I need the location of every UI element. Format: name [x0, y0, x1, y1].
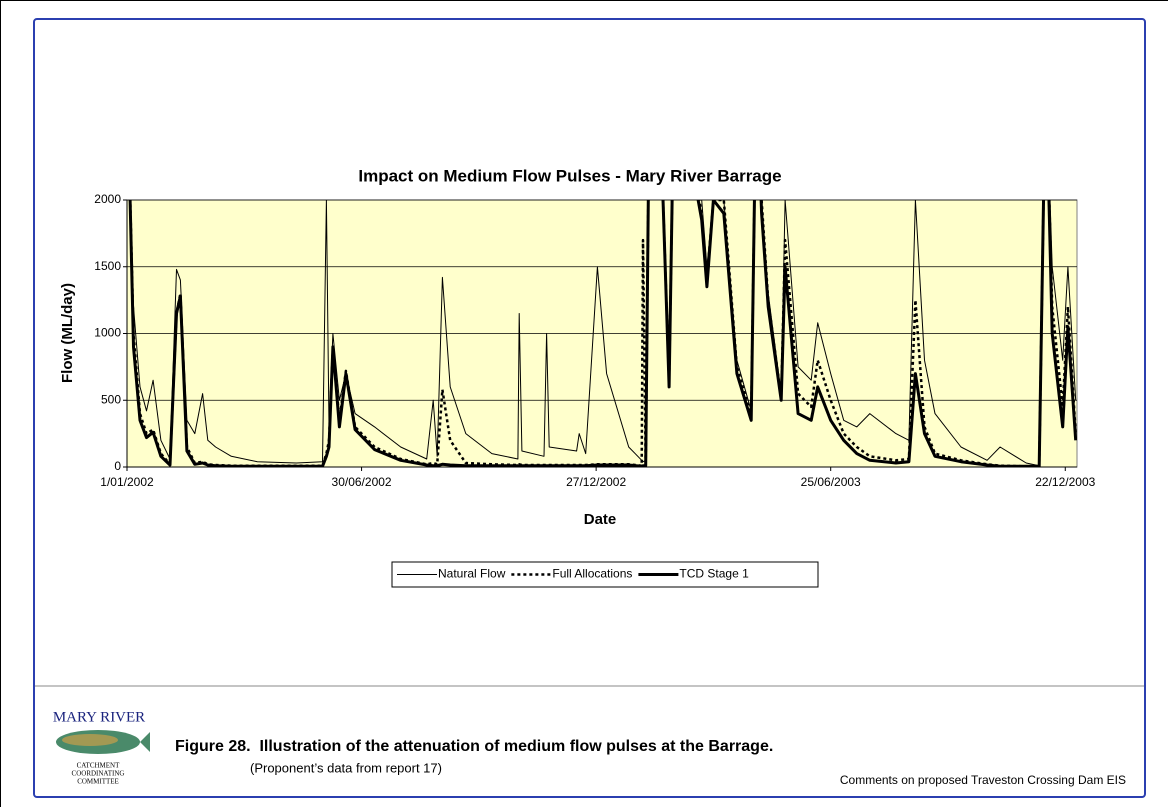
- y-axis-label: Flow (ML/day): [59, 283, 76, 383]
- y-tick-label: 1500: [94, 259, 121, 273]
- logo-title: MARY RIVER: [53, 709, 145, 725]
- caption-source: (Proponent’s data from report 17): [250, 760, 442, 775]
- legend-label: TCD Stage 1: [679, 567, 749, 581]
- x-tick-label: 1/01/2002: [100, 475, 154, 489]
- chart-title: Impact on Medium Flow Pulses - Mary Rive…: [358, 166, 781, 185]
- x-axis-label: Date: [584, 511, 617, 528]
- legend: [391, 561, 819, 588]
- footer-note: Comments on proposed Traveston Crossing …: [840, 773, 1126, 787]
- series-line: [130, 200, 1077, 467]
- legend-label: Full Allocations: [552, 567, 632, 581]
- logo-text: COMMITTEE: [77, 778, 119, 786]
- y-tick-label: 500: [101, 392, 121, 406]
- x-tick-label: 30/06/2002: [332, 475, 392, 489]
- y-tick-label: 2000: [94, 192, 121, 206]
- page-frame: [33, 18, 1146, 798]
- logo-fish: [140, 732, 150, 752]
- series-line: [128, 200, 1077, 467]
- x-tick-label: 22/12/2003: [1035, 475, 1095, 489]
- series-group: [128, 200, 1077, 467]
- logo-text: COORDINATING: [72, 770, 125, 778]
- logo: MARY RIVER CATCHMENT COORDINATING COMMIT…: [53, 709, 150, 786]
- y-tick-label: 1000: [94, 326, 121, 340]
- legend-label: Natural Flow: [438, 567, 506, 581]
- x-tick-label: 25/06/2003: [801, 475, 861, 489]
- logo-fish: [62, 734, 118, 746]
- y-tick-label: 0: [114, 459, 121, 473]
- figure-caption: Figure 28. Illustration of the attenuati…: [175, 738, 773, 755]
- logo-text: CATCHMENT: [77, 762, 121, 770]
- x-tick-label: 27/12/2002: [566, 475, 626, 489]
